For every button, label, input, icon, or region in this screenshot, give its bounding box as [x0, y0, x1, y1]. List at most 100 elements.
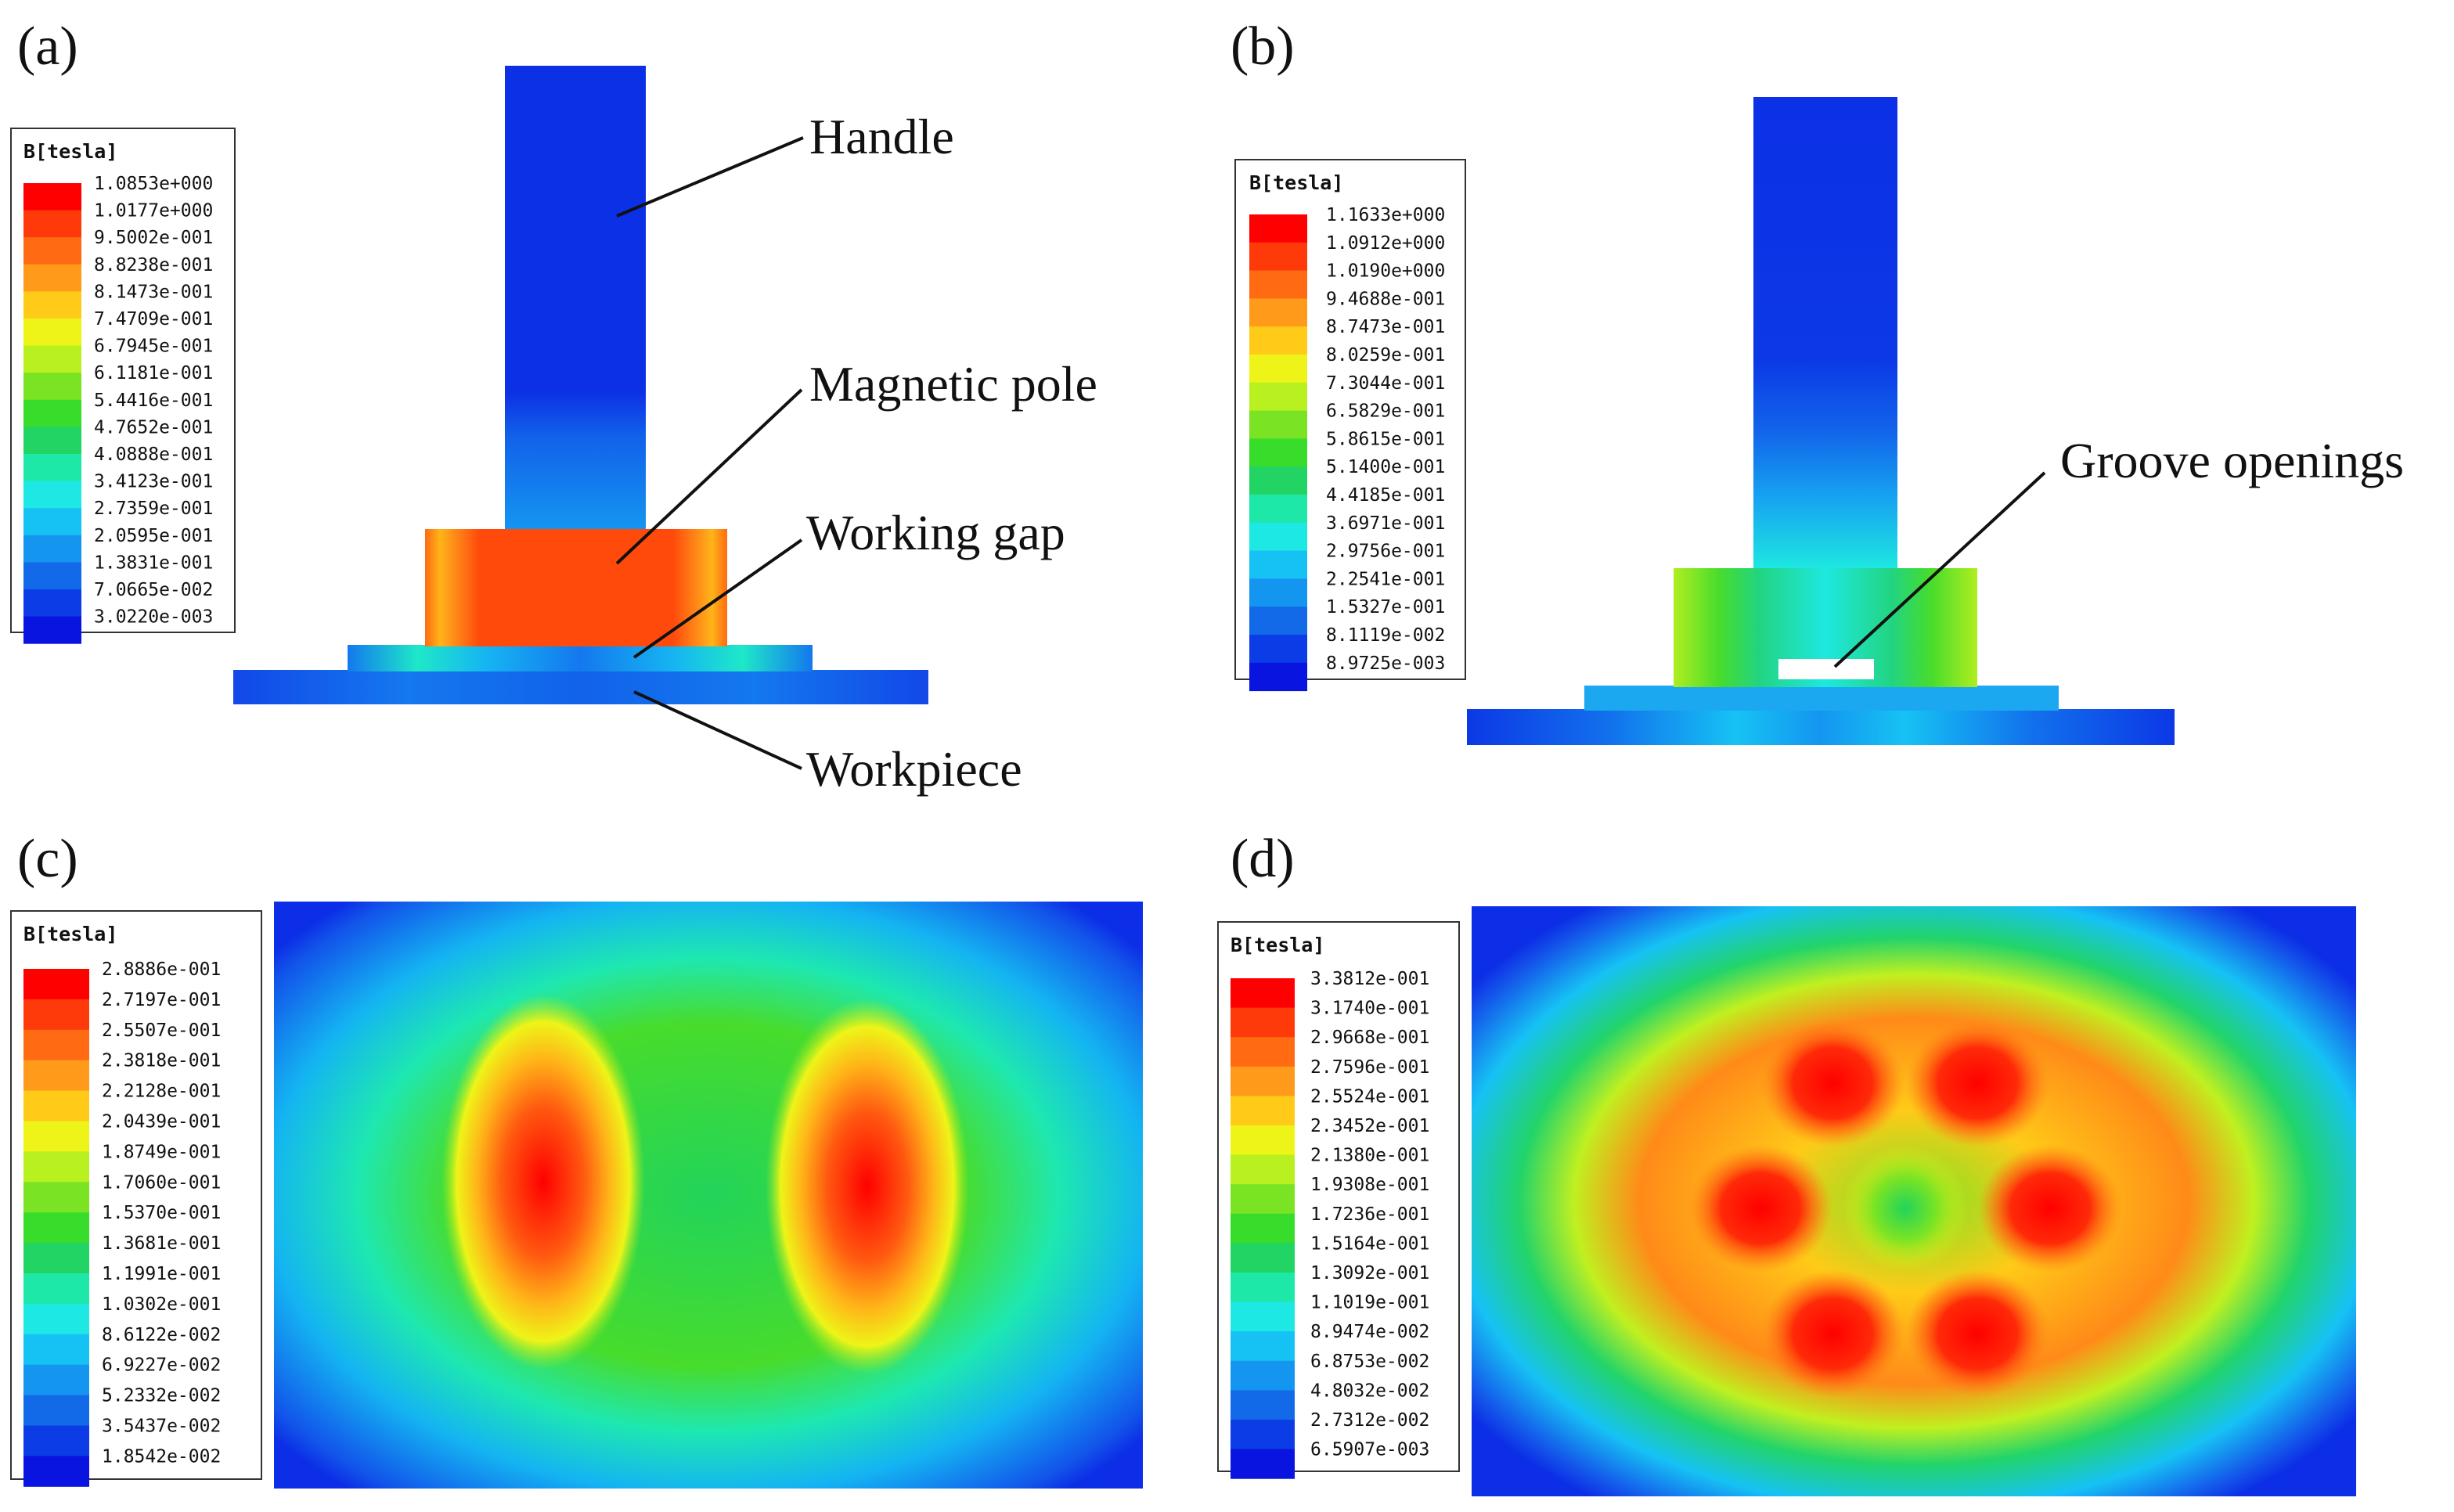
panel-b-legend: B[tesla] 1.1633e+000 1.0912e+000 1.0190e+0… — [1234, 159, 1466, 692]
legend-swatch — [23, 210, 81, 238]
legend-swatch — [23, 969, 89, 1000]
legend-title: B[tesla] — [23, 140, 117, 163]
legend-swatch — [23, 535, 81, 563]
legend-value: 2.8886e-001 — [102, 959, 221, 980]
legend-swatch — [1249, 355, 1307, 383]
legend-value: 7.4709e-001 — [94, 309, 213, 329]
legend-value: 2.2128e-001 — [102, 1082, 221, 1102]
panel-a-legend: B[tesla] 1.0853e+000 1.0177e+000 9.5002e-0… — [10, 128, 236, 644]
legend-value: 3.4123e-001 — [94, 472, 213, 492]
legend-swatch — [1249, 635, 1307, 664]
center-low-field-zone — [1843, 1146, 1968, 1271]
panel-a: (a) B[tesla] 1.0853e+000 1.0177e+000 9.500… — [10, 16, 1097, 797]
groove-opening-shape — [1778, 659, 1874, 679]
panel-c-label: (c) — [17, 829, 78, 889]
right-high-field-lobe — [766, 999, 969, 1374]
legend-swatch — [23, 1151, 89, 1183]
legend-swatch — [23, 427, 81, 455]
legend-value: 2.7197e-001 — [102, 990, 221, 1010]
panel-b-callouts: Groove openings — [1833, 433, 2404, 668]
legend-value: 3.1740e-001 — [1310, 999, 1429, 1019]
high-field-lobe — [1905, 1269, 2050, 1399]
legend-value: 3.5437e-002 — [102, 1417, 221, 1437]
legend-value: 8.8238e-001 — [94, 255, 213, 275]
legend-value: 4.0888e-001 — [94, 445, 213, 465]
legend-swatch — [1231, 1037, 1295, 1067]
legend-swatch — [23, 1334, 89, 1366]
legend-value: 4.8032e-002 — [1310, 1381, 1429, 1401]
legend-value: 1.0177e+000 — [94, 201, 213, 221]
panel-a-label: (a) — [17, 16, 78, 77]
legend-swatch — [1231, 1273, 1295, 1303]
groove-openings-leader — [1833, 471, 2046, 668]
legend-swatch — [23, 1364, 89, 1396]
legend-value: 1.5327e-001 — [1326, 597, 1445, 617]
legend-value: 8.1473e-001 — [94, 282, 213, 302]
legend-value: 6.5829e-001 — [1326, 401, 1445, 422]
legend-value: 4.4185e-001 — [1326, 485, 1445, 506]
legend-title: B[tesla] — [1249, 171, 1343, 194]
legend-swatch — [1231, 1184, 1295, 1215]
legend-swatch — [1231, 1066, 1295, 1096]
legend-swatch — [1249, 270, 1307, 299]
legend-swatch — [1231, 1096, 1295, 1126]
legend-swatch — [1249, 578, 1307, 607]
legend-swatch — [23, 481, 81, 509]
legend-swatch — [1249, 607, 1307, 635]
legend-swatch — [1249, 298, 1307, 327]
groove-openings-callout: Groove openings — [2060, 433, 2404, 488]
high-field-lobe — [1978, 1144, 2122, 1273]
handle-shape — [1753, 97, 1897, 570]
legend-value: 1.3681e-001 — [102, 1233, 221, 1254]
workpiece-callout: Workpiece — [806, 741, 1022, 797]
legend-value: 5.4416e-001 — [94, 391, 213, 411]
high-field-lobe — [1760, 1018, 1905, 1147]
legend-swatch — [1231, 1243, 1295, 1273]
legend-swatch — [1249, 438, 1307, 467]
legend-swatch — [1231, 1449, 1295, 1479]
legend-swatch — [23, 1303, 89, 1335]
legend-value: 2.1380e-001 — [1310, 1146, 1429, 1166]
legend-swatch — [1249, 550, 1307, 579]
legend-swatch — [1231, 1154, 1295, 1185]
legend-swatch — [23, 1182, 89, 1213]
legend-value: 4.7652e-001 — [94, 417, 213, 437]
legend-value: 1.5164e-001 — [1310, 1233, 1429, 1254]
legend-value: 8.9725e-003 — [1326, 653, 1445, 674]
legend-value: 3.6971e-001 — [1326, 513, 1445, 534]
legend-swatch — [23, 319, 81, 347]
legend-swatch — [23, 1090, 89, 1121]
legend-entries: 1.0853e+000 1.0177e+000 9.5002e-001 8.8238e… — [23, 174, 213, 644]
legend-swatch — [23, 237, 81, 265]
legend-swatch — [23, 1029, 89, 1061]
legend-value: 1.3831e-001 — [94, 553, 213, 573]
legend-swatch — [23, 1212, 89, 1244]
legend-value: 1.7060e-001 — [102, 1172, 221, 1193]
legend-value: 1.5370e-001 — [102, 1203, 221, 1223]
magnetic-pole-callout: Magnetic pole — [809, 356, 1097, 412]
legend-value: 6.7945e-001 — [94, 337, 213, 357]
legend-swatch — [23, 616, 81, 644]
legend-swatch — [23, 1273, 89, 1305]
legend-value: 3.0220e-003 — [94, 607, 213, 628]
panel-d-label: (d) — [1231, 829, 1295, 889]
legend-swatch — [1231, 1331, 1295, 1362]
legend-value: 3.3812e-001 — [1310, 969, 1429, 989]
legend-swatch — [1231, 1390, 1295, 1420]
legend-swatch — [1231, 1007, 1295, 1038]
legend-swatch — [23, 1395, 89, 1426]
panel-d-legend: B[tesla] 3.3812e-001 3.1740e-001 2.9668e-0… — [1217, 921, 1460, 1479]
legend-value: 8.1119e-002 — [1326, 625, 1445, 646]
legend-title: B[tesla] — [23, 923, 117, 945]
legend-swatch — [1249, 495, 1307, 524]
panel-d: (d) B[tesla] 3.3812e-001 3.1740e-001 2.966… — [1217, 829, 2356, 1496]
working-gap-callout: Working gap — [806, 505, 1065, 560]
workpiece-shape — [233, 670, 928, 704]
legend-value: 9.5002e-001 — [94, 228, 213, 248]
legend-swatch — [23, 589, 81, 617]
legend-value: 5.8615e-001 — [1326, 429, 1445, 449]
legend-swatch — [1249, 466, 1307, 495]
legend-value: 1.0302e-001 — [102, 1294, 221, 1315]
left-high-field-lobe — [441, 994, 645, 1370]
high-field-lobes — [1688, 1018, 2122, 1399]
